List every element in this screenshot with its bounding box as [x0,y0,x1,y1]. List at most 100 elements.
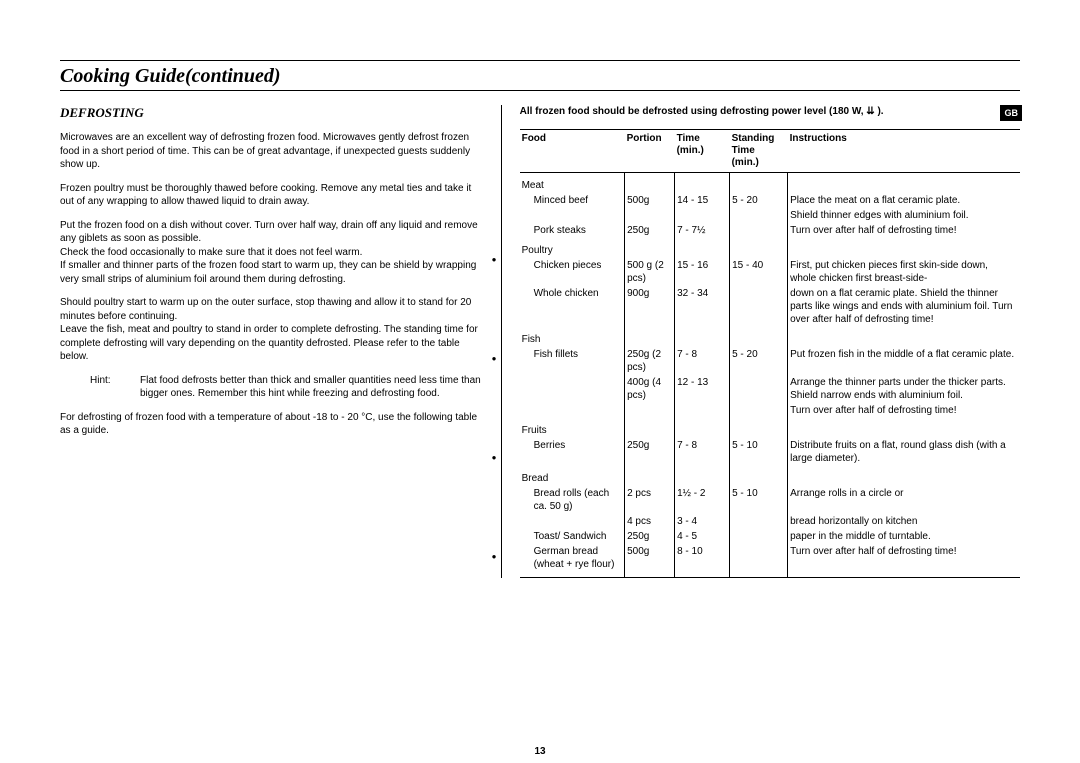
food-cell [520,514,625,529]
portion-cell: 250g (2 pcs) [625,347,675,375]
table-category-row: Poultry [520,238,1020,258]
category-cell: Bread [520,466,625,486]
category-cell: Poultry [520,238,625,258]
time-cell: 7 - 8 [675,438,730,466]
food-cell: Bread rolls (each ca. 50 g) [520,486,625,514]
food-cell: Berries [520,438,625,466]
table-row: Bread rolls (each ca. 50 g)2 pcs1½ - 25 … [520,486,1020,514]
empty-cell [675,418,730,438]
table-row: Fish fillets250g (2 pcs)7 - 85 - 20Put f… [520,347,1020,375]
col-standing: Standing Time (min.) [730,129,788,172]
portion-cell: 400g (4 pcs) [625,375,675,403]
portion-cell: 250g [625,438,675,466]
empty-cell [675,238,730,258]
section-heading: DEFROSTING [60,105,483,121]
instructions-cell: down on a flat ceramic plate. Shield the… [788,286,1020,327]
empty-cell [625,418,675,438]
standing-cell [730,544,788,578]
paragraph: Frozen poultry must be thoroughly thawed… [60,182,483,209]
page-number: 13 [534,746,545,757]
paragraph: Leave the fish, meat and poultry to stan… [60,323,483,364]
table-category-row: Fish [520,327,1020,347]
empty-cell [788,466,1020,486]
table-category-row: Meat [520,172,1020,193]
language-badge: GB [1000,105,1022,121]
time-cell: 7 - 8 [675,347,730,375]
empty-cell [730,172,788,193]
time-cell: 1½ - 2 [675,486,730,514]
col-time: Time (min.) [675,129,730,172]
time-cell: 4 - 5 [675,529,730,544]
left-column: DEFROSTING Microwaves are an excellent w… [60,105,502,578]
table-row: 400g (4 pcs)12 - 13Arrange the thinner p… [520,375,1020,403]
table-row: German bread (wheat + rye flour)500g8 - … [520,544,1020,578]
portion-cell: 250g [625,529,675,544]
table-row: Minced beef500g14 - 155 - 20Place the me… [520,193,1020,208]
food-cell: Minced beef [520,193,625,208]
instructions-cell: Turn over after half of defrosting time! [788,544,1020,578]
hint-block: Hint: Flat food defrosts better than thi… [90,374,483,401]
instructions-cell: Turn over after half of defrosting time! [788,223,1020,238]
time-cell: 7 - 7½ [675,223,730,238]
standing-cell: 5 - 20 [730,347,788,375]
instructions-cell: Place the meat on a flat ceramic plate. [788,193,1020,208]
instructions-cell: paper in the middle of turntable. [788,529,1020,544]
category-cell: Fish [520,327,625,347]
standing-cell: 15 - 40 [730,258,788,286]
time-cell: 14 - 15 [675,193,730,208]
hint-text: Flat food defrosts better than thick and… [140,374,483,401]
empty-cell [675,466,730,486]
paragraph: Check the food occasionally to make sure… [60,246,483,260]
portion-cell: 500g [625,193,675,208]
table-category-row: Fruits [520,418,1020,438]
empty-cell [625,466,675,486]
portion-cell: 2 pcs [625,486,675,514]
table-row: Berries250g7 - 85 - 10Distribute fruits … [520,438,1020,466]
intro-note: All frozen food should be defrosted usin… [520,105,1020,119]
col-food: Food [520,129,625,172]
right-column: GB ●●●● All frozen food should be defros… [502,105,1020,578]
instructions-cell: Arrange the thinner parts under the thic… [788,375,1020,403]
instructions-cell: Distribute fruits on a flat, round glass… [788,438,1020,466]
instructions-cell: bread horizontally on kitchen [788,514,1020,529]
time-cell [675,208,730,223]
table-header-row: Food Portion Time (min.) Standing Time (… [520,129,1020,172]
title-underline [60,90,1020,91]
paragraph: Microwaves are an excellent way of defro… [60,131,483,172]
empty-cell [788,172,1020,193]
food-cell: Toast/ Sandwich [520,529,625,544]
standing-cell [730,529,788,544]
empty-cell [788,238,1020,258]
standing-cell [730,223,788,238]
table-row: Shield thinner edges with aluminium foil… [520,208,1020,223]
standing-cell [730,403,788,418]
paragraph: Should poultry start to warm up on the o… [60,296,483,323]
paragraph: For defrosting of frozen food with a tem… [60,411,483,438]
portion-cell [625,403,675,418]
food-cell: German bread (wheat + rye flour) [520,544,625,578]
food-cell [520,208,625,223]
top-rule [60,60,1020,61]
table-category-row: Bread [520,466,1020,486]
page-title: Cooking Guide(continued) [60,65,1020,88]
empty-cell [788,418,1020,438]
food-cell: Chicken pieces [520,258,625,286]
table-row: Toast/ Sandwich250g4 - 5 paper in the mid… [520,529,1020,544]
food-cell [520,403,625,418]
empty-cell [730,327,788,347]
col-instructions: Instructions [788,129,1020,172]
time-cell [675,403,730,418]
food-cell: Fish fillets [520,347,625,375]
time-cell: 8 - 10 [675,544,730,578]
empty-cell [675,327,730,347]
empty-cell [730,238,788,258]
empty-cell [730,418,788,438]
standing-cell: 5 - 10 [730,438,788,466]
time-cell: 15 - 16 [675,258,730,286]
instructions-cell: Shield thinner edges with aluminium foil… [788,208,1020,223]
portion-cell: 500 g (2 pcs) [625,258,675,286]
portion-cell: 500g [625,544,675,578]
portion-cell [625,208,675,223]
standing-cell [730,208,788,223]
table-row: Turn over after half of defrosting time! [520,403,1020,418]
